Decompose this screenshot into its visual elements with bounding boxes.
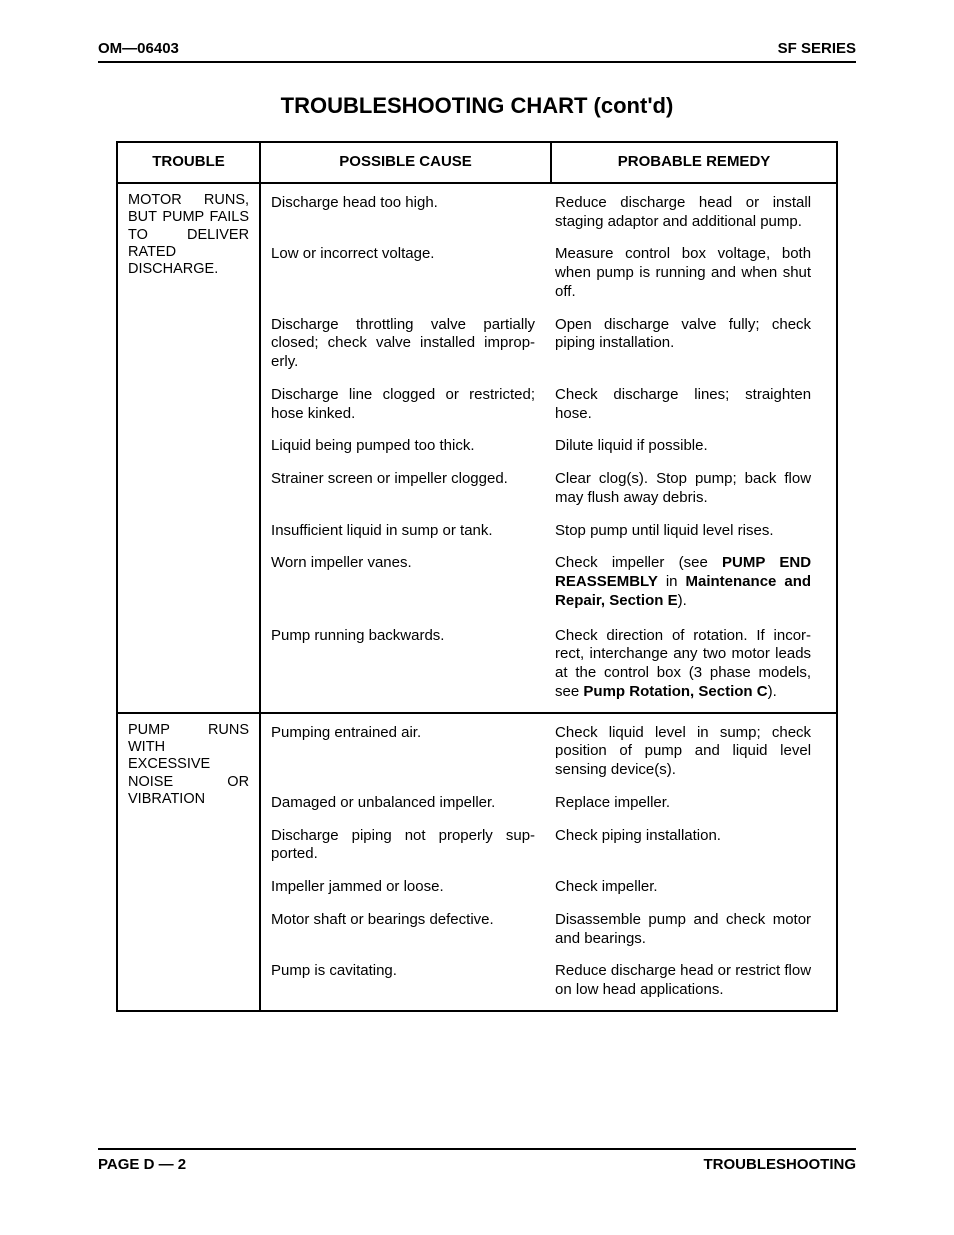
page-header: OM—06403 SF SERIES: [98, 40, 856, 63]
trouble-cell: PUMP RUNS WITH EXCESSIVE NOISE OR VIBRAT…: [117, 713, 260, 1011]
troubleshooting-table: TROUBLE POSSIBLE CAUSE PROBABLE REMEDY M…: [116, 141, 838, 1012]
col-cause: POSSIBLE CAUSE: [260, 142, 551, 183]
probable-remedy: Reduce discharge head or restrict flow o…: [543, 962, 811, 1000]
probable-remedy: Check discharge lines; straighten hose.: [543, 386, 811, 424]
possible-cause: Discharge piping not properly sup­ported…: [271, 827, 543, 865]
probable-remedy: Check liquid level in sump; check positi…: [543, 724, 811, 780]
possible-cause: Pump is cavitating.: [271, 962, 543, 1000]
possible-cause: Discharge head too high.: [271, 194, 543, 232]
possible-cause: Strainer screen or impeller clogged.: [271, 470, 543, 508]
probable-remedy: Measure control box voltage, both when p…: [543, 245, 811, 301]
page-title: TROUBLESHOOTING CHART (cont'd): [98, 93, 856, 119]
col-remedy: PROBABLE REMEDY: [551, 142, 837, 183]
probable-remedy: Stop pump until liquid level rises.: [543, 522, 811, 541]
header-left: OM—06403: [98, 40, 179, 57]
possible-cause: Pump running backwards.: [271, 627, 543, 702]
possible-cause: Liquid being pumped too thick.: [271, 437, 543, 456]
possible-cause: Discharge line clogged or restricted; ho…: [271, 386, 543, 424]
probable-remedy: Check impeller.: [543, 878, 811, 897]
col-trouble: TROUBLE: [117, 142, 260, 183]
header-right: SF SERIES: [778, 40, 856, 57]
probable-remedy: Reduce discharge head or install staging…: [543, 194, 811, 232]
probable-remedy: Disassemble pump and check mo­tor and be…: [543, 911, 811, 949]
possible-cause: Discharge throttling valve partially clo…: [271, 316, 543, 372]
probable-remedy: Check piping installation.: [543, 827, 811, 865]
possible-cause: Worn impeller vanes.: [271, 554, 543, 610]
page-footer: PAGE D — 2 TROUBLESHOOTING: [98, 1148, 856, 1173]
possible-cause: Impeller jammed or loose.: [271, 878, 543, 897]
probable-remedy: Check direction of rotation. If incor­re…: [543, 627, 811, 702]
possible-cause: Damaged or unbalanced impeller.: [271, 794, 543, 813]
probable-remedy: Dilute liquid if possible.: [543, 437, 811, 456]
possible-cause: Insufficient liquid in sump or tank.: [271, 522, 543, 541]
possible-cause: Motor shaft or bearings defective.: [271, 911, 543, 949]
probable-remedy: Clear clog(s). Stop pump; back flow may …: [543, 470, 811, 508]
possible-cause: Low or incorrect voltage.: [271, 245, 543, 301]
probable-remedy: Replace impeller.: [543, 794, 811, 813]
probable-remedy: Open discharge valve fully; check piping…: [543, 316, 811, 372]
probable-remedy: Check impeller (see PUMP END REASSEMBLY …: [543, 554, 811, 610]
cause-remedy-cell: Discharge head too high.Reduce discharge…: [260, 183, 837, 713]
footer-right: TROUBLESHOOTING: [704, 1156, 857, 1173]
possible-cause: Pumping entrained air.: [271, 724, 543, 780]
trouble-cell: MOTOR RUNS, BUT PUMP FAILS TO DELIVER RA…: [117, 183, 260, 713]
cause-remedy-cell: Pumping entrained air.Check liquid level…: [260, 713, 837, 1011]
footer-left: PAGE D — 2: [98, 1156, 186, 1173]
